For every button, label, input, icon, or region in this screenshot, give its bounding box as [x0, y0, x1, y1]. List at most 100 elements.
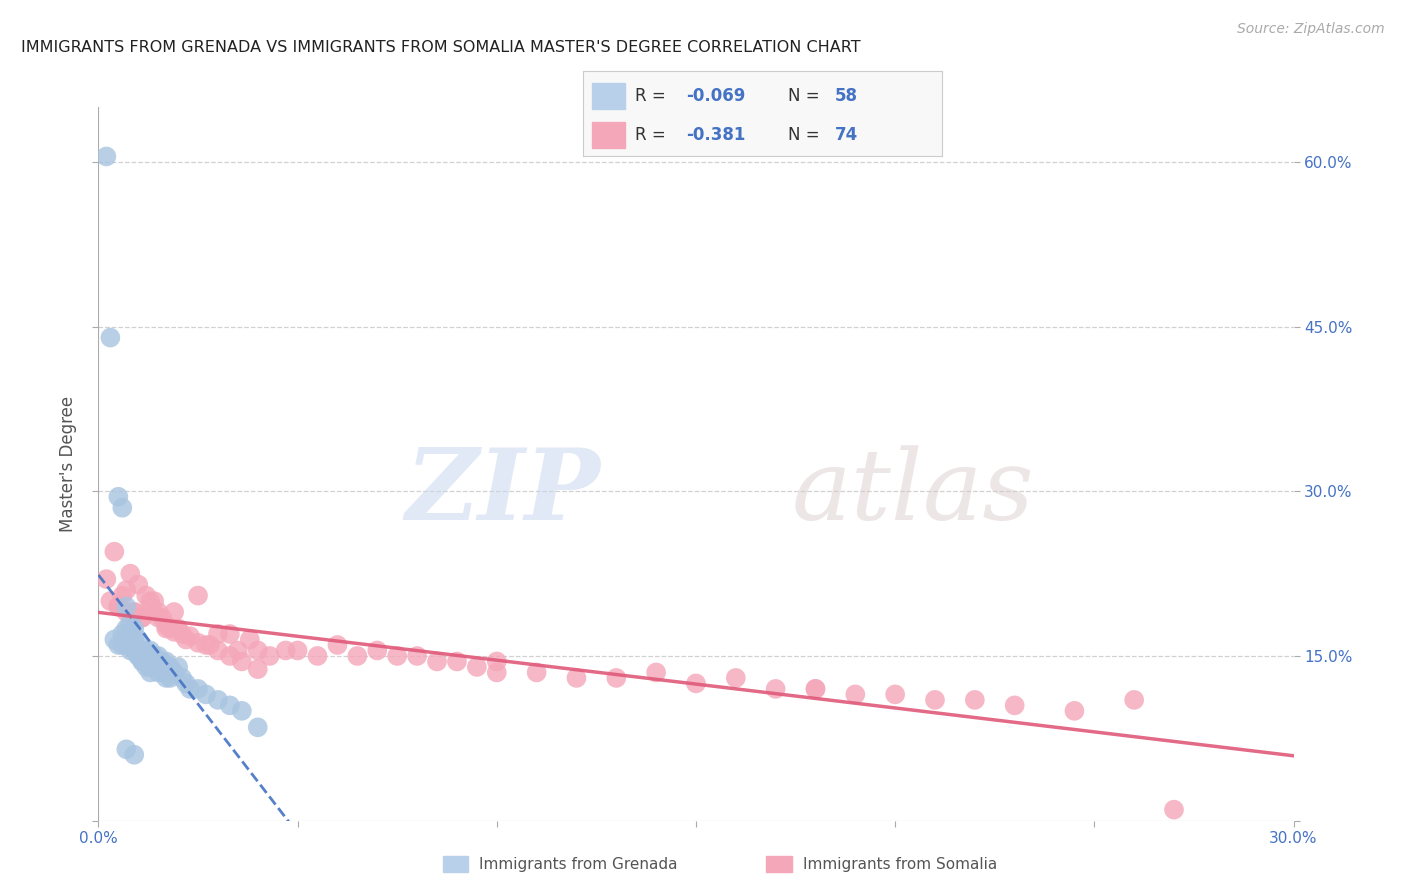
Point — [127, 632, 149, 647]
Point — [804, 681, 827, 696]
Point — [111, 638, 134, 652]
Point — [127, 577, 149, 591]
Text: atlas: atlas — [792, 445, 1035, 540]
Point — [115, 622, 138, 636]
Point — [195, 687, 218, 701]
Point — [239, 632, 262, 647]
Point — [187, 681, 209, 696]
Point — [139, 599, 162, 614]
Point — [187, 636, 209, 650]
Point — [96, 149, 118, 163]
Point — [131, 610, 153, 624]
Point — [195, 638, 218, 652]
Point — [172, 627, 194, 641]
FancyBboxPatch shape — [592, 83, 624, 109]
Text: N =: N = — [787, 126, 825, 144]
Point — [124, 632, 146, 647]
Point — [155, 655, 177, 669]
Point — [139, 594, 162, 608]
Text: 58: 58 — [834, 87, 858, 105]
Point — [765, 681, 787, 696]
Point — [139, 660, 162, 674]
Point — [179, 681, 201, 696]
Point — [107, 490, 129, 504]
Point — [124, 622, 146, 636]
Point — [274, 643, 297, 657]
Point — [231, 704, 253, 718]
Text: 74: 74 — [834, 126, 858, 144]
Point — [131, 655, 153, 669]
Point — [150, 610, 173, 624]
Point — [115, 632, 138, 647]
Point — [135, 643, 157, 657]
Point — [159, 671, 181, 685]
Point — [174, 676, 197, 690]
Point — [924, 693, 946, 707]
Text: R =: R = — [636, 87, 672, 105]
Point — [1004, 698, 1026, 713]
Point — [163, 624, 186, 639]
Point — [103, 632, 125, 647]
Point — [207, 627, 229, 641]
Point — [385, 648, 409, 663]
Point — [326, 638, 349, 652]
Point — [219, 627, 242, 641]
Point — [96, 572, 118, 586]
Text: R =: R = — [636, 126, 672, 144]
Point — [167, 660, 190, 674]
Point — [163, 605, 186, 619]
Point — [724, 671, 747, 685]
Point — [135, 651, 157, 665]
Point — [148, 610, 170, 624]
Point — [187, 589, 209, 603]
Point — [139, 643, 162, 657]
Text: IMMIGRANTS FROM GRENADA VS IMMIGRANTS FROM SOMALIA MASTER'S DEGREE CORRELATION C: IMMIGRANTS FROM GRENADA VS IMMIGRANTS FR… — [21, 40, 860, 55]
Point — [120, 632, 142, 647]
Point — [485, 665, 508, 680]
Point — [127, 648, 149, 663]
Point — [107, 599, 129, 614]
Point — [259, 648, 281, 663]
Point — [159, 660, 181, 674]
Point — [565, 671, 588, 685]
Point — [174, 632, 197, 647]
Point — [115, 638, 138, 652]
Point — [159, 622, 181, 636]
Text: Source: ZipAtlas.com: Source: ZipAtlas.com — [1237, 22, 1385, 37]
Point — [107, 599, 129, 614]
Point — [207, 643, 229, 657]
Point — [124, 643, 146, 657]
Text: -0.069: -0.069 — [686, 87, 745, 105]
Point — [1163, 803, 1185, 817]
Point — [115, 742, 138, 756]
Point — [226, 643, 249, 657]
Point — [884, 687, 907, 701]
Point — [426, 655, 449, 669]
Text: Immigrants from Grenada: Immigrants from Grenada — [479, 857, 678, 871]
Point — [645, 665, 668, 680]
Point — [98, 594, 122, 608]
Point — [346, 648, 368, 663]
Point — [179, 629, 201, 643]
Text: -0.381: -0.381 — [686, 126, 745, 144]
Point — [143, 660, 166, 674]
Point — [485, 655, 508, 669]
Point — [207, 693, 229, 707]
Point — [246, 643, 269, 657]
Point — [685, 676, 707, 690]
Point — [155, 671, 177, 685]
Point — [124, 643, 146, 657]
Point — [844, 687, 866, 701]
Point — [1123, 693, 1146, 707]
Point — [465, 660, 488, 674]
Point — [103, 544, 125, 558]
Text: N =: N = — [787, 87, 825, 105]
Point — [131, 651, 153, 665]
Point — [135, 589, 157, 603]
Point — [172, 671, 194, 685]
Point — [115, 599, 138, 614]
Point — [131, 610, 153, 624]
Point — [143, 594, 166, 608]
Point — [219, 698, 242, 713]
Point — [167, 622, 190, 636]
